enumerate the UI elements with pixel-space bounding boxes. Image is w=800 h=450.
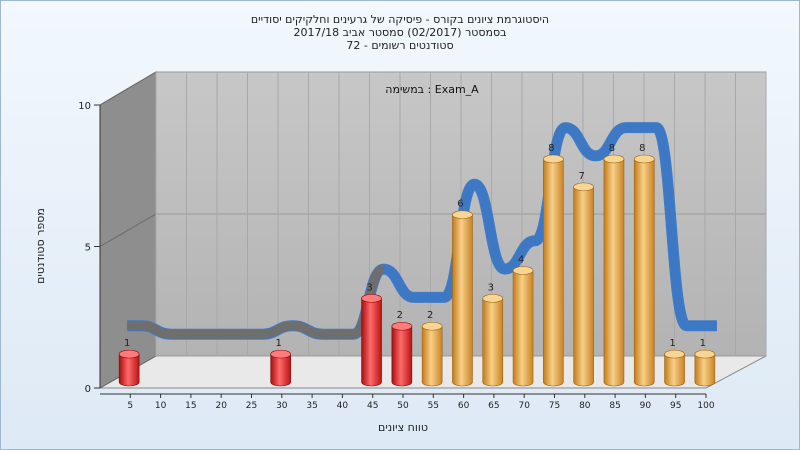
x-tick-label: 55	[428, 401, 439, 411]
bar-value-label: 3	[488, 282, 494, 293]
bar-body	[391, 325, 413, 387]
bar-top	[573, 182, 594, 192]
x-tick-label: 95	[670, 401, 681, 411]
chart-subtitle-registered: סטודנטים רשומים - 72	[346, 39, 454, 52]
bar-value-label: 1	[275, 338, 281, 349]
bar-value-label: 8	[609, 143, 615, 154]
bar-100: 1	[694, 338, 716, 387]
bar-body	[452, 214, 473, 387]
bar-value-label: 8	[548, 143, 554, 154]
bar-top	[603, 154, 625, 164]
bar-value-label: 2	[427, 310, 433, 321]
bars: 1 1 3 2 2 6 3 4 8 7 8 8 1 1	[118, 143, 716, 387]
bar-top	[452, 210, 473, 220]
x-tick-label: 100	[697, 401, 714, 411]
bar-value-label: 7	[578, 171, 584, 182]
bar-body	[543, 158, 564, 387]
bar-45: 3	[361, 282, 382, 387]
bar-value-label: 1	[124, 338, 130, 349]
x-tick-label: 40	[337, 401, 349, 411]
bar-75: 8	[543, 143, 564, 387]
bar-top	[482, 294, 504, 303]
x-tick-label: 30	[276, 401, 288, 411]
bar-top	[391, 321, 413, 331]
x-tick-label: 20	[215, 401, 227, 411]
bar-value-label: 8	[639, 143, 645, 154]
bar-55: 2	[421, 310, 443, 387]
distribution-ribbon	[127, 122, 717, 340]
x-tick-label: 70	[518, 401, 530, 411]
bar-top	[633, 154, 655, 164]
exam-label: Exam_A : במשימה	[385, 83, 479, 96]
bar-value-label: 1	[700, 338, 706, 349]
bar-top	[512, 266, 534, 275]
x-tick-label: 50	[397, 401, 409, 411]
bar-body	[512, 270, 534, 387]
x-tick-label: 80	[579, 401, 591, 411]
bar-60: 6	[452, 199, 473, 387]
x-tick-label: 90	[640, 401, 652, 411]
bar-top	[543, 154, 564, 164]
bar-value-label: 6	[457, 199, 463, 210]
x-tick-label: 75	[549, 401, 560, 411]
bar-body	[664, 353, 685, 387]
bar-value-label: 3	[366, 282, 372, 293]
x-tick-label: 10	[155, 401, 167, 411]
bar-70: 4	[512, 254, 534, 387]
bar-90: 8	[633, 143, 655, 387]
chart-title: היסטוגרמת ציונים בקורס - פיסיקה של גרעינ…	[250, 13, 550, 26]
bar-50: 2	[391, 310, 413, 387]
chart-subtitle-semester: בסמסטר (02/2017) סמסטר אביב 2017/18	[293, 26, 507, 39]
x-tick-label: 5	[127, 401, 133, 411]
bar-body	[421, 325, 443, 387]
bar-top	[694, 349, 716, 359]
bar-65: 3	[482, 282, 504, 387]
bar-top	[118, 349, 140, 359]
y-tick-label: 5	[85, 243, 91, 254]
x-tick-label: 35	[306, 401, 317, 411]
gridlines	[99, 71, 767, 389]
bar-top	[270, 349, 291, 359]
gridline-left-wall	[99, 71, 157, 106]
x-tick-label: 25	[246, 401, 257, 411]
bar-80: 7	[573, 171, 594, 387]
x-tick-label: 15	[185, 401, 196, 411]
bar-body	[694, 353, 716, 387]
axes: 0 5 10 5 10 15 20 25 30 35 40 45 50 55 60 65 70 75 80 85 90 9…	[78, 101, 715, 411]
x-tick-label: 65	[488, 401, 499, 411]
x-axis-title: טווח ציונים	[378, 421, 428, 434]
x-tick-label: 60	[458, 401, 470, 411]
y-axis-title: מספר סטודנטים	[34, 208, 47, 284]
bar-body	[361, 298, 382, 387]
bar-body	[482, 298, 504, 387]
y-tick-label: 0	[85, 384, 91, 395]
bar-top	[361, 294, 382, 303]
bar-value-label: 2	[397, 310, 403, 321]
bar-body	[633, 158, 655, 387]
bar-body	[573, 186, 594, 387]
bar-95: 1	[664, 338, 685, 387]
bar-top	[421, 321, 443, 331]
bar-30: 1	[270, 338, 291, 387]
bar-value-label: 4	[518, 254, 524, 265]
bar-top	[664, 349, 685, 359]
bar-body	[118, 353, 140, 387]
bar-85: 8	[603, 143, 625, 387]
ribbon-curve-low	[127, 264, 386, 339]
gridline-left-wall	[99, 213, 157, 247]
bar-value-label: 1	[669, 338, 675, 349]
bar-body	[603, 158, 625, 387]
bar-5: 1	[118, 338, 140, 387]
bar-body	[270, 353, 291, 387]
x-tick-label: 85	[609, 401, 620, 411]
y-tick-label: 10	[78, 101, 91, 112]
x-tick-label: 45	[367, 401, 378, 411]
